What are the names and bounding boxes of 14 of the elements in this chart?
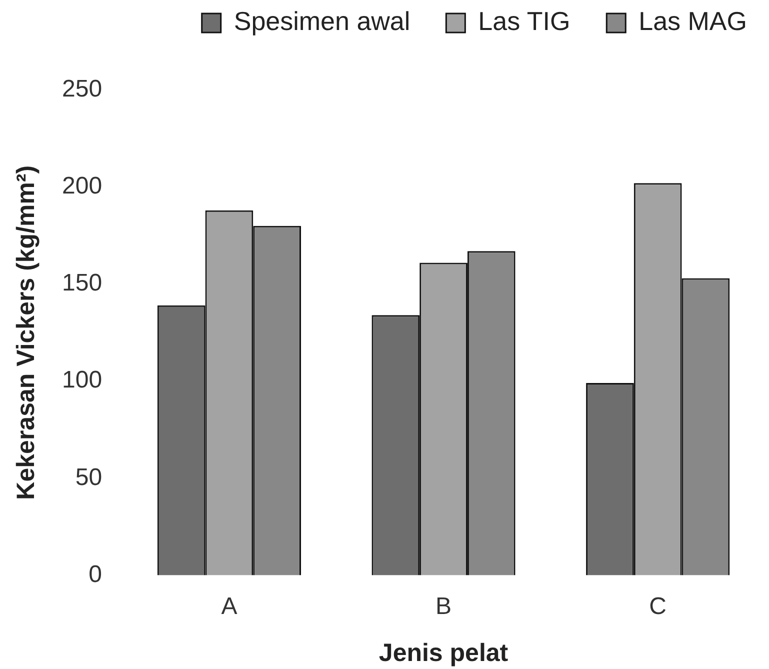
legend-label: Spesimen awal [234, 6, 410, 36]
y-tick-label: 250 [62, 76, 102, 103]
y-tick-label: 50 [75, 464, 102, 491]
y-tick-label: 200 [62, 172, 102, 200]
x-axis-title: Jenis pelat [378, 638, 509, 667]
legend-label: Las TIG [478, 6, 570, 36]
y-tick-label: 150 [62, 270, 102, 297]
x-tick-label: A [221, 593, 238, 620]
y-tick-label: 100 [62, 366, 102, 394]
y-tick-label: 0 [88, 560, 102, 588]
legend-label: Las MAG [638, 6, 748, 36]
x-tick-label: B [436, 593, 452, 620]
y-axis-title: Kekerasan Vickers (kg/mm²) [12, 165, 40, 500]
x-tick-label: C [649, 593, 667, 620]
